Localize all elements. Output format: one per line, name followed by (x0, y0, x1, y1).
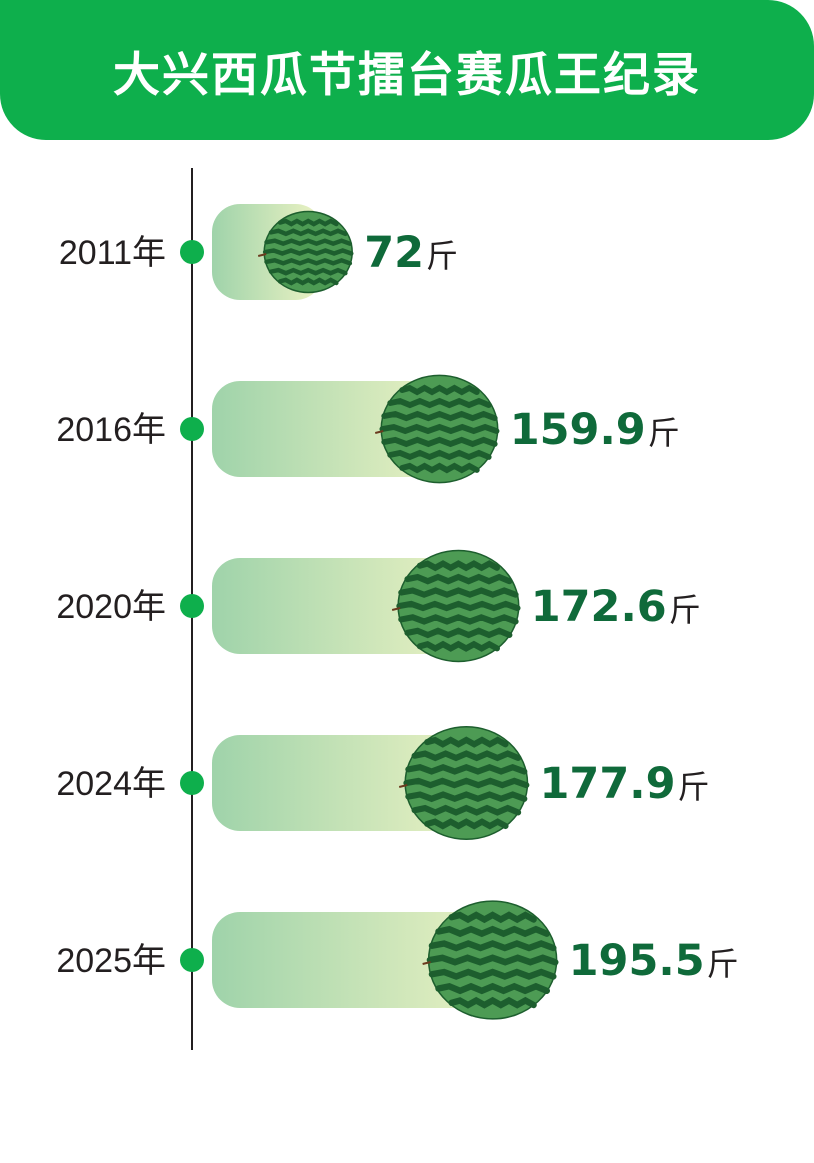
watermelon-stripe (268, 267, 348, 276)
watermelon-stripe (381, 436, 498, 448)
watermelon-stripe (448, 996, 537, 1009)
value-unit: 斤 (426, 237, 458, 275)
watermelon-stripe (379, 423, 500, 435)
dot-icon (180, 948, 204, 972)
watermelon-stripe (277, 277, 339, 286)
watermelon-stripe (428, 968, 557, 980)
value-number: 159.9 (510, 405, 646, 455)
year-label: 2025年 (56, 942, 166, 980)
watermelon-stripe (426, 954, 559, 966)
dot-icon (180, 240, 204, 264)
year-label: 2024年 (56, 765, 166, 803)
watermelon-stripe (405, 763, 528, 775)
watermelon-stripe (416, 640, 501, 652)
watermelon-icon (374, 374, 500, 484)
value-label: 195.5斤 (569, 936, 739, 986)
watermelon-stripe (262, 248, 354, 256)
watermelon-stem (398, 784, 408, 788)
watermelon-stripe (404, 627, 513, 639)
value-label: 159.9斤 (510, 405, 680, 455)
watermelon-stripe (277, 218, 339, 227)
value-unit: 斤 (648, 414, 680, 452)
value-unit: 斤 (669, 591, 701, 629)
watermelon-stripe (428, 940, 557, 952)
watermelon-icon (257, 210, 354, 294)
year-label: 2011年 (59, 234, 166, 272)
bar-row: 2024年 177.9斤 (56, 725, 710, 841)
value-number: 72 (364, 228, 424, 278)
watermelon-stem (257, 253, 267, 257)
bar-row: 2025年 195.5斤 (56, 900, 739, 1020)
watermelon-stripe (264, 238, 353, 247)
dot-icon (180, 594, 204, 618)
watermelon-stripe (381, 410, 498, 422)
watermelon-stripe (398, 614, 519, 625)
watermelon-stripe (405, 791, 528, 803)
watermelon-stripe (424, 818, 509, 830)
watermelon-stripe (387, 449, 492, 461)
year-label: 2016年 (56, 411, 166, 449)
watermelon-icon (422, 900, 559, 1020)
dot-icon (180, 417, 204, 441)
watermelon-stem (391, 607, 401, 611)
watermelon-stripe (435, 925, 550, 938)
bar-row: 2011年 72斤 (59, 204, 458, 300)
watermelon-stripe (264, 257, 353, 266)
title-banner: 大兴西瓜节擂台赛瓜王纪录 (0, 0, 814, 140)
watermelon-stem (374, 430, 384, 434)
value-unit: 斤 (678, 768, 710, 806)
watermelon-stripe (268, 228, 348, 237)
value-unit: 斤 (707, 945, 739, 983)
watermelon-icon (398, 725, 530, 841)
watermelon-stem (422, 961, 431, 965)
bar-row: 2020年 172.6斤 (56, 549, 701, 663)
value-label: 177.9斤 (539, 759, 709, 809)
watermelon-stripe (411, 804, 522, 816)
watermelon-stripe (396, 600, 521, 612)
bar-row: 2016年 159.9斤 (56, 374, 680, 484)
watermelon-stripe (424, 736, 509, 748)
watermelon-icon (391, 549, 521, 663)
year-label: 2020年 (56, 588, 166, 626)
watermelon-stripe (411, 750, 522, 762)
watermelon-stripe (403, 777, 530, 789)
value-number: 172.6 (531, 582, 667, 632)
watermelon-stripe (448, 911, 537, 924)
watermelon-stripe (399, 462, 480, 474)
dot-icon (180, 771, 204, 795)
value-label: 72斤 (364, 228, 458, 278)
value-label: 172.6斤 (531, 582, 701, 632)
value-number: 177.9 (539, 759, 675, 809)
value-number: 195.5 (569, 936, 705, 986)
watermelon-stripe (435, 982, 550, 995)
watermelon-stripe (404, 573, 513, 585)
watermelon-stripe (416, 560, 501, 572)
watermelon-stripe (398, 587, 519, 598)
watermelon-stripe (399, 384, 480, 396)
watermelon-stripe (387, 397, 492, 409)
chart-title: 大兴西瓜节擂台赛瓜王纪录 (113, 47, 701, 103)
